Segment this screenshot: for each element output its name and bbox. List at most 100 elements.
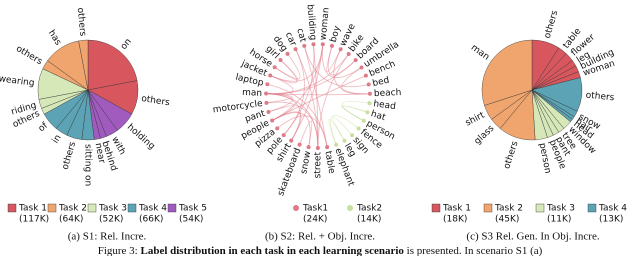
legend-value: (11K) — [547, 215, 571, 225]
legend-value: (13K) — [599, 215, 623, 225]
slice-label: near — [93, 142, 107, 164]
chord-node — [270, 118, 275, 123]
legend-marker — [87, 203, 97, 213]
slice-label: others — [61, 140, 79, 171]
chord-node — [311, 42, 316, 47]
subcaption: (b) S2: Rel. + Obj. Incre. — [265, 231, 375, 243]
slice-label: has — [46, 29, 63, 48]
legend-marker — [127, 203, 137, 213]
chord-link — [321, 44, 362, 78]
legend-marker — [7, 203, 17, 213]
chord-node — [266, 109, 271, 114]
slice-label: in — [51, 133, 64, 145]
chord-node — [346, 52, 351, 57]
chord-node — [281, 133, 286, 138]
node-label: bed — [372, 76, 391, 89]
chord-node — [353, 58, 358, 63]
chord-node — [367, 101, 372, 106]
pie-slice — [78, 39, 89, 91]
chord-node — [334, 142, 339, 147]
chord-link — [328, 118, 345, 145]
subcaption: (c) S3 Rel. Gen. In Obj. Incre. — [466, 231, 599, 243]
legend-value: (14K) — [357, 215, 381, 225]
slice-label: others — [75, 7, 88, 37]
chord-node — [278, 57, 283, 62]
chord-node — [361, 118, 366, 123]
chord-node — [365, 110, 370, 115]
chord-node — [289, 138, 294, 143]
chord-link — [266, 101, 319, 149]
chord-link — [271, 44, 324, 121]
node-label: street — [313, 152, 323, 179]
chord-node — [338, 47, 343, 52]
chord-node — [366, 82, 371, 87]
chord-node — [329, 43, 334, 48]
slice-label: others — [14, 44, 44, 67]
chord-node — [268, 73, 273, 78]
legend-marker — [483, 203, 493, 213]
legend-label: Task 2 — [494, 204, 523, 214]
legend-label: Task1 — [302, 204, 328, 214]
chord-node — [325, 145, 330, 150]
chord-node — [302, 43, 307, 48]
legend-label: Task 2 — [58, 204, 87, 214]
legend-marker — [587, 203, 597, 213]
legend-label: Task 1 — [18, 204, 47, 214]
chord-node — [285, 51, 290, 56]
legend-label: Task 3 — [98, 204, 127, 214]
chord-node — [265, 82, 270, 87]
legend-marker — [167, 203, 177, 213]
node-label: head — [373, 99, 397, 112]
slice-label: on — [119, 37, 134, 52]
slice-label: others — [140, 94, 170, 108]
legend-value: (54K) — [179, 215, 203, 225]
legend-label: Task 5 — [178, 204, 207, 214]
chord-link — [326, 45, 342, 73]
legend-value: (117K) — [19, 215, 49, 225]
subcaption: (a) S1: Rel. Incre. — [68, 231, 147, 243]
legend-marker — [47, 203, 57, 213]
chord-link — [299, 120, 313, 148]
slice-label: shirt — [464, 110, 487, 128]
legend-label: Task 4 — [138, 204, 167, 214]
node-label: table — [322, 150, 336, 175]
chord-node — [363, 73, 368, 78]
chord-link — [303, 45, 369, 88]
pie-slice — [481, 39, 533, 106]
chord-link — [283, 48, 305, 136]
chord-node — [264, 91, 269, 96]
node-label: woman — [319, 7, 332, 41]
slice-label: others — [585, 91, 615, 104]
chord-link — [341, 67, 370, 95]
chord-node — [359, 65, 364, 70]
node-label: hat — [370, 109, 388, 123]
chord-node — [297, 142, 302, 147]
slice-label: sitting on — [83, 144, 93, 186]
slice-label: glass — [473, 123, 497, 146]
chord-link — [341, 105, 368, 122]
chord-link — [274, 59, 299, 81]
caption-bold: Label distribution in each task in each … — [140, 245, 404, 256]
chord-node — [275, 126, 280, 131]
node-label: boy — [329, 24, 343, 43]
chord-link — [276, 115, 328, 148]
legend-value: (52K) — [99, 215, 123, 225]
legend-value: (66K) — [139, 215, 163, 225]
legend-value: (18K) — [443, 215, 467, 225]
chord-node — [293, 47, 298, 52]
node-label: beach — [374, 88, 402, 99]
caption-rest: is presented. In scenario S1 (a) — [404, 245, 543, 256]
chord-link — [271, 111, 302, 141]
legend-label: Task 1 — [442, 204, 471, 214]
chord-link — [317, 53, 350, 149]
legend-marker — [293, 205, 299, 211]
slice-label: others — [543, 9, 561, 40]
chord-node — [356, 126, 361, 131]
legend-value: (24K) — [303, 215, 327, 225]
slice-label: of — [37, 120, 51, 134]
chord-node — [264, 100, 269, 105]
chord-node — [272, 65, 277, 70]
chord-node — [306, 145, 311, 150]
legend-marker — [347, 205, 353, 211]
slice-label: holding — [125, 122, 157, 152]
